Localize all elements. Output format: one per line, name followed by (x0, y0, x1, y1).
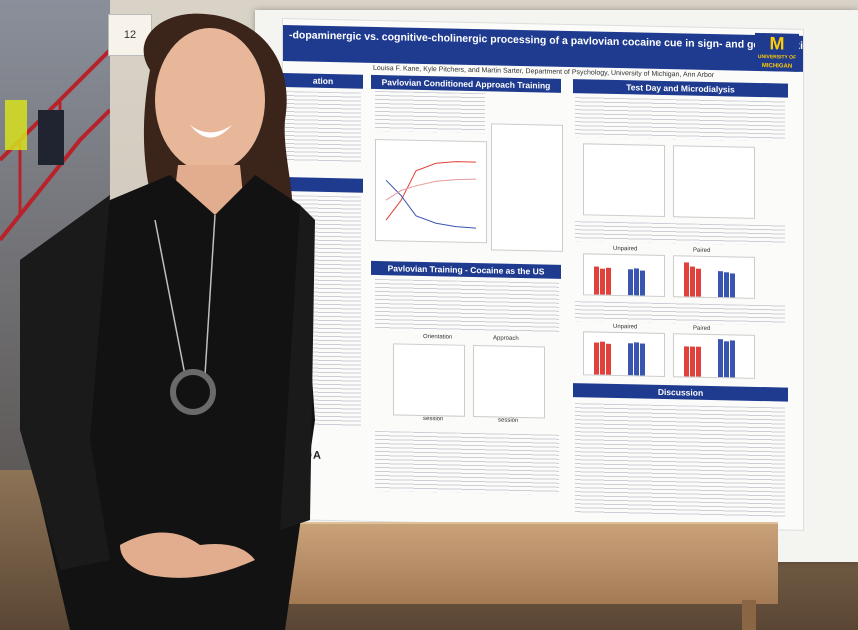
dopamine-text (575, 221, 785, 246)
unpaired-label-1: Unpaired (613, 245, 638, 253)
unpaired-label-2: Unpaired (613, 323, 638, 331)
paired-label-1: Paired (693, 247, 711, 254)
easel-ledge (258, 522, 778, 604)
ach-unpaired-bars-svg (594, 341, 645, 376)
test-text (575, 97, 785, 142)
dopamine-paired-bars (673, 255, 755, 299)
logo-mark: M (769, 33, 785, 54)
research-poster: -dopaminergic vs. cognitive-cholinergic … (282, 18, 804, 531)
pca-line-figure (375, 138, 487, 244)
dopamine-unpaired-bars-svg (594, 266, 645, 296)
approach-label: Approach (493, 335, 519, 342)
pca-text (375, 90, 485, 134)
discussion-text (575, 403, 785, 518)
dopamine-paired-bars-svg (684, 262, 735, 298)
poster-title: -dopaminergic vs. cognitive-cholinergic … (283, 25, 803, 72)
easel-leg (742, 600, 756, 630)
session-label-2: session (498, 417, 519, 424)
acetylcholine-text (575, 301, 785, 326)
test-orientation-plot (583, 143, 665, 218)
section-pca-header: Pavlovian Conditioned Approach Training (371, 74, 561, 93)
section-cocaine-header: Pavlovian Training - Cocaine as the US (371, 260, 561, 279)
test-approach-plot (673, 145, 755, 219)
ach-paired-bars (673, 333, 755, 379)
references-text (375, 430, 559, 495)
cocaine-text (375, 278, 559, 333)
ach-paired-bars-svg (684, 339, 735, 378)
cocaine-approach-plot (473, 345, 545, 419)
section-discussion-header: Discussion (573, 383, 788, 402)
pca-line-plot (385, 161, 477, 229)
paired-label-2: Paired (693, 325, 711, 332)
section-test-header: Test Day and Microdialysis (573, 79, 788, 98)
ach-unpaired-bars (583, 331, 665, 378)
cocaine-orientation-plot (393, 343, 465, 417)
dopamine-unpaired-bars (583, 253, 665, 298)
presenter (20, 13, 315, 630)
staircase-railing (0, 48, 110, 242)
pca-small-multiples (491, 123, 563, 252)
university-logo: M UNIVERSITY OF MICHIGAN (755, 32, 799, 72)
session-label-1: session (423, 415, 444, 423)
orientation-label: Orientation (423, 333, 453, 341)
logo-line2: MICHIGAN (761, 63, 793, 70)
